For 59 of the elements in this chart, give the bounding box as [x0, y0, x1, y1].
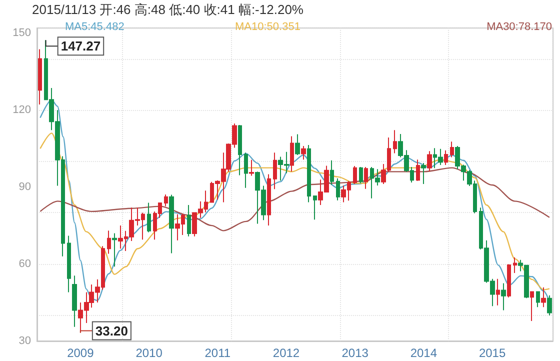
- candlestick: [513, 256, 517, 274]
- candlestick: [249, 159, 254, 176]
- candlestick: [244, 152, 248, 188]
- candlestick: [307, 144, 311, 203]
- line-series: [40, 99, 550, 302]
- candlestick: [238, 124, 242, 176]
- candlestick: [67, 235, 71, 293]
- candlestick: [359, 166, 363, 184]
- candlestick: [38, 48, 42, 105]
- y-tick-label: 150: [12, 27, 31, 40]
- text: MA30:78.170: [486, 21, 552, 33]
- y-tick-label: 60: [18, 258, 31, 270]
- y-tick-label: 30: [18, 335, 31, 347]
- candlestick: [501, 282, 506, 311]
- x-tick-label: 2015: [478, 346, 506, 360]
- candlestick: [273, 152, 277, 190]
- line-series: [40, 167, 550, 232]
- candlestick: [536, 290, 540, 308]
- candlestick: [72, 275, 77, 328]
- text: MA5:45.482: [65, 21, 124, 33]
- candlestick: [290, 136, 294, 172]
- candlestick: [147, 202, 151, 233]
- candlestick: [416, 159, 420, 182]
- candlestick: [530, 290, 534, 322]
- candlestick: [301, 146, 306, 160]
- x-tick-label: 2011: [204, 346, 231, 360]
- annotation: 33.20: [95, 323, 128, 338]
- y-tick-label: 90: [18, 181, 31, 194]
- candlestick: [336, 178, 340, 201]
- x-tick-label: 2014: [410, 346, 438, 360]
- candlestick: [169, 194, 174, 254]
- candlestick: [450, 141, 454, 158]
- candlestick: [267, 174, 271, 226]
- candlestick: [547, 294, 552, 316]
- x-tick-label: 2012: [272, 346, 300, 360]
- candlestick: [330, 160, 334, 186]
- x-tick-label: 2009: [67, 346, 94, 360]
- candlestick: [507, 264, 511, 298]
- candlestick: [364, 166, 368, 190]
- annotation: 147.27: [60, 38, 101, 54]
- candlestick: [353, 166, 357, 184]
- y-tick-label: 120: [12, 104, 31, 116]
- candlestick: [164, 194, 168, 207]
- x-tick-label: 2010: [136, 346, 163, 360]
- x-tick-label: 2013: [342, 346, 369, 360]
- candlestick: [187, 204, 191, 237]
- chart-title: 2015/11/13 开:46 高:48 低:40 收:41 幅:-12.20%: [32, 2, 304, 17]
- candlestick: [421, 162, 426, 184]
- candlestick: [444, 150, 448, 166]
- candlestick: [313, 195, 317, 220]
- candlestick: [107, 230, 111, 254]
- candlestick: [393, 130, 397, 154]
- candlestick: [295, 134, 300, 156]
- candlestick: [427, 150, 432, 172]
- text: MA10:50.351: [235, 21, 300, 33]
- candlestick: [112, 232, 117, 268]
- line-series: [40, 132, 550, 290]
- candlestick: [541, 286, 546, 308]
- candlestick: [496, 278, 500, 306]
